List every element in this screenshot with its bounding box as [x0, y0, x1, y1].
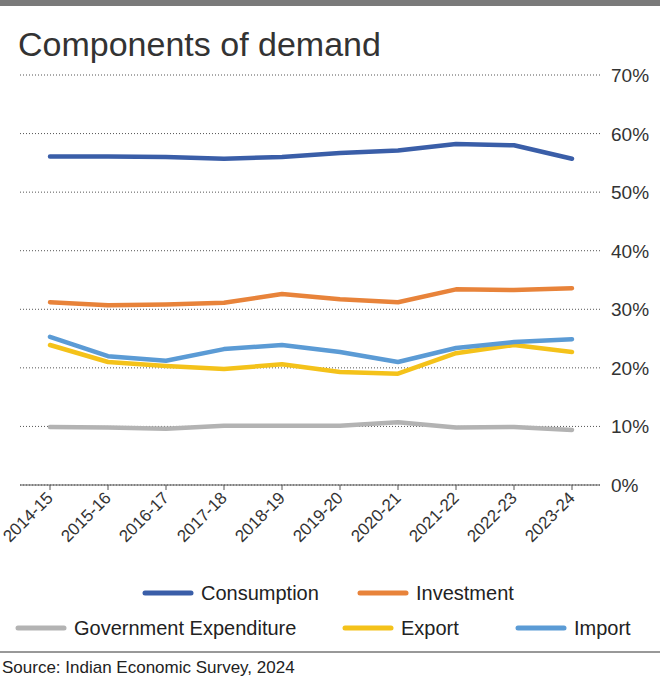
- x-tick: [398, 485, 399, 490]
- legend-swatch: [345, 626, 391, 631]
- grid-line: [20, 133, 600, 134]
- x-tick-label: 2014-15: [0, 488, 57, 546]
- top-bar: [0, 0, 660, 6]
- series-line: [50, 288, 572, 305]
- legend-label: Import: [574, 617, 631, 639]
- chart-root: Components of demand 0% 10% 20% 30% 40% 50% 60%…: [0, 0, 660, 682]
- grid-line: [20, 250, 600, 251]
- x-tick-label: 2016-17: [115, 488, 173, 546]
- legend-label: Investment: [416, 582, 514, 604]
- x-tick: [456, 485, 457, 490]
- series-line: [50, 144, 572, 159]
- source-rule: [0, 652, 660, 653]
- y-tick-label: 70%: [611, 65, 649, 86]
- y-tick-label: 20%: [611, 358, 649, 379]
- x-tick-label: 2023-24: [521, 488, 579, 546]
- grid-line: [20, 75, 600, 76]
- legend-label: Export: [401, 617, 459, 639]
- y-tick-label: 40%: [611, 241, 649, 262]
- x-tick: [572, 485, 573, 490]
- chart: Components of demand 0% 10% 20% 30% 40% 50% 60%…: [0, 0, 660, 682]
- x-tick: [166, 485, 167, 490]
- x-tick: [514, 485, 515, 490]
- x-tick: [108, 485, 109, 490]
- x-tick-label: 2022-23: [463, 488, 521, 546]
- x-tick-label: 2020-21: [347, 488, 405, 546]
- grid-line: [20, 309, 600, 310]
- x-tick-label: 2017-18: [173, 488, 231, 546]
- y-tick-label: 10%: [611, 416, 649, 437]
- y-tick-label: 0%: [611, 475, 639, 496]
- x-tick-label: 2018-19: [231, 488, 289, 546]
- y-tick-label: 60%: [611, 124, 649, 145]
- legend-label: Consumption: [201, 582, 319, 604]
- grid-line: [20, 192, 600, 193]
- grid-line: [20, 485, 600, 486]
- x-tick-label: 2019-20: [289, 488, 347, 546]
- y-tick-label: 50%: [611, 182, 649, 203]
- x-tick: [224, 485, 225, 490]
- source: Source: Indian Economic Survey, 2024: [2, 658, 295, 677]
- x-axis-line: [20, 485, 600, 486]
- series-line: [50, 337, 572, 362]
- series-line: [50, 422, 572, 430]
- legend-swatch: [360, 591, 406, 596]
- x-tick: [282, 485, 283, 490]
- legend-swatch: [518, 626, 564, 631]
- legend-swatch: [145, 591, 191, 596]
- x-tick-label: 2021-22: [405, 488, 463, 546]
- title: Components of demand: [18, 25, 381, 63]
- x-tick: [50, 485, 51, 490]
- legend-swatch: [18, 626, 64, 631]
- legend-label: Government Expenditure: [74, 617, 296, 639]
- x-tick: [340, 485, 341, 490]
- plot-area: [50, 144, 572, 430]
- y-tick-label: 30%: [611, 299, 649, 320]
- x-tick-label: 2015-16: [57, 488, 115, 546]
